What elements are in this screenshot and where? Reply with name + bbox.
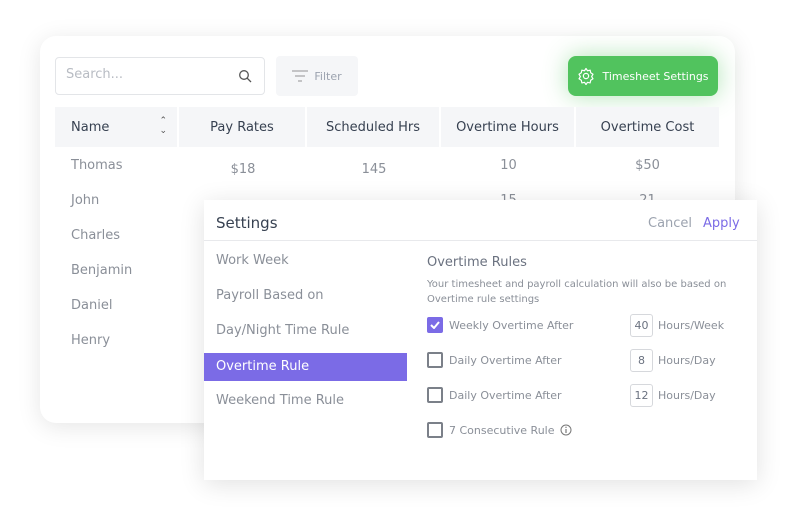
timesheet-settings-label: Timesheet Settings xyxy=(602,69,709,83)
divider xyxy=(204,240,757,241)
column-overtime-cost: Overtime Cost xyxy=(576,107,719,147)
column-label: Pay Rates xyxy=(210,119,274,135)
rule-daily-overtime[interactable]: Daily Overtime After xyxy=(427,352,562,368)
overtime-cost: $50 xyxy=(635,158,660,173)
unit-label: Hours/Week xyxy=(658,319,725,332)
checkbox[interactable] xyxy=(427,352,443,368)
table-header: Name ⌃ ⌄ Pay Rates Scheduled Hrs Overtime… xyxy=(55,107,719,147)
row-name: Thomas xyxy=(71,158,123,173)
settings-panel: Settings Cancel Apply Work Week Payroll … xyxy=(204,200,757,480)
settings-title: Settings xyxy=(216,214,278,232)
filter-button[interactable]: Filter xyxy=(276,56,358,96)
column-label: Overtime Cost xyxy=(600,119,695,135)
search-box[interactable] xyxy=(55,57,265,95)
row-name: John xyxy=(71,193,100,208)
pay-rate: $18 xyxy=(230,162,256,177)
sort-icon[interactable]: ⌃ ⌄ xyxy=(159,116,167,136)
rule-label: 7 Consecutive Rule xyxy=(449,423,555,437)
column-label: Overtime Hours xyxy=(456,119,559,135)
overtime-hours: 10 xyxy=(500,158,517,173)
rule-weekly-overtime[interactable]: Weekly Overtime After xyxy=(427,317,573,333)
checkbox-checked[interactable] xyxy=(427,317,443,333)
section-title: Overtime Rules xyxy=(427,255,527,270)
gear-icon xyxy=(578,67,595,85)
cancel-button[interactable]: Cancel xyxy=(648,216,693,231)
column-pay-rates: Pay Rates xyxy=(179,107,307,147)
rule-label: Daily Overtime After xyxy=(449,353,562,367)
column-name[interactable]: Name ⌃ ⌄ xyxy=(55,107,179,147)
search-input[interactable] xyxy=(66,67,226,82)
checkbox[interactable] xyxy=(427,387,443,403)
hours-input[interactable]: 12 xyxy=(630,384,653,407)
menu-item-work-week[interactable]: Work Week xyxy=(216,253,289,268)
timesheet-settings-button[interactable]: Timesheet Settings xyxy=(568,56,718,96)
row-name: Henry xyxy=(71,333,111,348)
row-name: Daniel xyxy=(71,298,113,313)
menu-item-weekend-time-rule[interactable]: Weekend Time Rule xyxy=(216,393,345,408)
checkbox[interactable] xyxy=(427,422,443,438)
check-icon xyxy=(430,321,440,329)
unit-label: Hours/Day xyxy=(658,389,716,402)
menu-item-overtime-rule[interactable]: Overtime Rule xyxy=(204,353,407,381)
rule-label: Weekly Overtime After xyxy=(449,318,574,332)
search-icon xyxy=(239,70,252,83)
row-name: Charles xyxy=(71,228,121,243)
info-icon[interactable] xyxy=(560,424,572,436)
row-name: Benjamin xyxy=(71,263,133,278)
hours-input[interactable]: 8 xyxy=(630,349,653,372)
menu-item-payroll-based-on[interactable]: Payroll Based on xyxy=(216,288,324,303)
unit-label: Hours/Day xyxy=(658,354,716,367)
scheduled-hrs: 145 xyxy=(361,162,387,177)
apply-button[interactable]: Apply xyxy=(703,216,740,231)
filter-label: Filter xyxy=(314,69,342,83)
column-scheduled-hrs: Scheduled Hrs xyxy=(307,107,441,147)
column-label: Scheduled Hrs xyxy=(325,119,420,135)
section-description: Your timesheet and payroll calculation w… xyxy=(427,279,727,305)
hours-input[interactable]: 40 xyxy=(630,314,653,337)
menu-item-day-night-time-rule[interactable]: Day/Night Time Rule xyxy=(216,323,350,338)
rule-consecutive[interactable]: 7 Consecutive Rule xyxy=(427,422,572,438)
column-label: Name xyxy=(71,119,110,135)
filter-icon xyxy=(292,70,309,82)
column-overtime-hours: Overtime Hours xyxy=(441,107,576,147)
rule-daily-overtime-2[interactable]: Daily Overtime After xyxy=(427,387,562,403)
rule-label: Daily Overtime After xyxy=(449,388,562,402)
